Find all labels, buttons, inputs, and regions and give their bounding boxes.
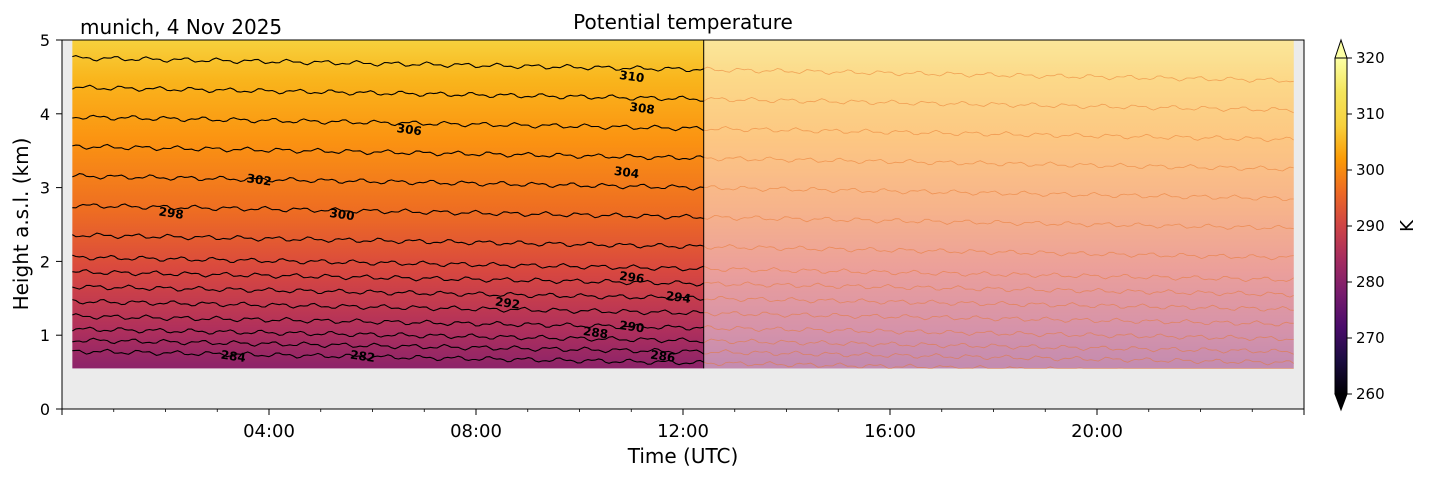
colorbar-tick-label: 320 — [1356, 49, 1385, 67]
contour-line — [72, 348, 704, 366]
location-date-label: munich, 4 Nov 2025 — [80, 15, 282, 39]
contour-label: 304 — [613, 164, 640, 181]
contour-line — [72, 232, 704, 249]
forecast-contour-line — [703, 96, 1294, 114]
colorbar-ticks: 260 270 280 290 300 310 320 — [1347, 49, 1385, 403]
contour-label: 306 — [396, 121, 423, 138]
x-tick-label: 04:00 — [243, 421, 295, 442]
contour-line — [72, 143, 704, 161]
x-tick-label: 16:00 — [864, 421, 916, 442]
forecast-contour-line — [703, 325, 1294, 342]
forecast-contour-line — [703, 126, 1294, 143]
colorbar-tick-label: 260 — [1356, 385, 1385, 403]
colorbar-gradient — [1335, 58, 1347, 394]
contour-line — [72, 84, 704, 102]
colorbar-tick-label: 300 — [1356, 161, 1385, 179]
contour-line — [72, 337, 705, 355]
colorbar-tick-label: 280 — [1356, 273, 1385, 291]
contour-label: 284 — [220, 348, 247, 365]
contour-label: 282 — [349, 348, 376, 365]
y-tick-label: 0 — [40, 400, 50, 419]
y-tick-label: 1 — [40, 326, 50, 345]
contour-label: 310 — [618, 68, 645, 85]
contour-line — [72, 313, 704, 331]
contour-label: 308 — [629, 100, 656, 117]
colorbar-label: K — [1397, 219, 1418, 232]
contour-line — [72, 173, 704, 191]
x-axis: 04:00 08:00 12:00 16:00 20:00 — [61, 409, 1305, 442]
forecast-contour-line — [703, 185, 1294, 201]
contour-label: 296 — [618, 269, 645, 286]
colorbar-tick-label: 270 — [1356, 329, 1385, 347]
contour-label: 294 — [665, 289, 692, 306]
contour-line — [72, 284, 704, 301]
forecast-contour-line — [703, 214, 1294, 230]
forecast-contour-line — [703, 281, 1294, 298]
contour-label: 286 — [649, 348, 676, 365]
contour-line — [72, 269, 704, 287]
x-axis-label: Time (UTC) — [627, 444, 739, 468]
contour-line — [72, 114, 704, 132]
forecast-contour-line — [703, 361, 1294, 369]
y-tick-label: 3 — [40, 179, 50, 198]
y-tick-label: 4 — [40, 105, 50, 124]
contour-lines — [72, 40, 1294, 369]
forecast-contour-line — [703, 295, 1294, 312]
forecast-contour-line — [703, 338, 1294, 355]
colorbar-extend-min — [1334, 393, 1348, 412]
colorbar-tick-label: 310 — [1356, 105, 1385, 123]
contour-labels: 310 308 306 304 302 300 298 296 294 292 290 288 286 2… — [158, 68, 692, 365]
chart-title: Potential temperature — [573, 10, 793, 34]
contour-line — [72, 55, 704, 73]
y-axis: 0 1 2 3 4 5 — [40, 31, 62, 419]
forecast-contour-line — [703, 244, 1294, 261]
forecast-contour-line — [703, 349, 1294, 366]
contour-label: 292 — [494, 295, 521, 312]
contour-line — [72, 326, 704, 344]
forecast-contour-line — [703, 265, 1294, 283]
colorbar-extend-max — [1334, 38, 1348, 59]
contour-label: 290 — [618, 318, 645, 335]
theta-field — [72, 40, 1294, 369]
y-axis-label: Height a.s.l. (km) — [9, 138, 33, 311]
contour-line — [72, 299, 704, 316]
colorbar: 260 270 280 290 300 310 320 K — [1334, 38, 1418, 412]
contour-line — [72, 254, 704, 272]
contour-label: 288 — [582, 324, 609, 341]
x-tick-label: 20:00 — [1071, 421, 1123, 442]
contour-label: 302 — [246, 171, 273, 188]
contour-label: 298 — [158, 204, 185, 221]
forecast-contour-line — [703, 66, 1294, 83]
contour-label: 300 — [329, 206, 356, 223]
contour-line — [72, 203, 704, 220]
x-tick-label: 12:00 — [657, 421, 709, 442]
x-tick-label: 08:00 — [450, 421, 502, 442]
y-tick-label: 2 — [40, 252, 50, 271]
colorbar-tick-label: 290 — [1356, 217, 1385, 235]
forecast-contour-line — [703, 311, 1294, 327]
y-tick-label: 5 — [40, 31, 50, 50]
forecast-contour-line — [703, 156, 1294, 172]
forecast-overlay — [703, 40, 1294, 369]
